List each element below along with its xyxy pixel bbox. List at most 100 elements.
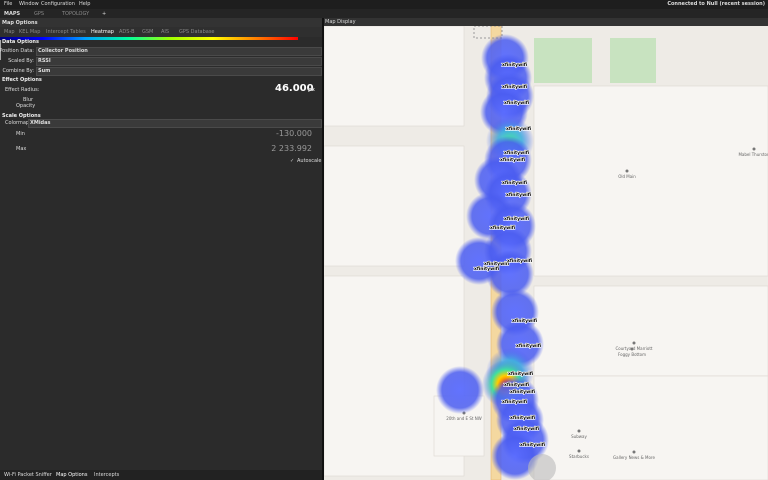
heat-label: xfinitywifi (504, 382, 529, 388)
heat-label: xfinitywifi (502, 399, 527, 405)
heat-label: xfinitywifi (502, 62, 527, 68)
place-label: Subway (571, 434, 587, 439)
heat-label: xfinitywifi (474, 266, 499, 272)
field-label: Blur (23, 97, 34, 103)
heat-label: xfinitywifi (508, 371, 533, 377)
section-title: Scale Options (2, 113, 41, 119)
colorbar-tick (0, 40, 1, 44)
panel-tab[interactable]: Heatmap (91, 29, 114, 35)
autoscale: Autoscale (297, 158, 322, 164)
panel-tab[interactable]: Intercept Tables (46, 29, 86, 35)
menu-item[interactable]: File (4, 1, 13, 7)
field-label: Opacity (16, 103, 36, 109)
dropdown[interactable] (28, 119, 322, 128)
section-title: Data Options (2, 39, 39, 45)
map-title: Map Display (325, 19, 356, 25)
menu-item[interactable]: Help (79, 1, 91, 7)
place-label: Courtyard Marriott (615, 346, 652, 351)
heat-label: xfinitywifi (507, 258, 532, 264)
tab-bar (0, 9, 768, 18)
section-title: Effect Options (2, 77, 42, 83)
heat-label: xfinitywifi (506, 192, 531, 198)
field-label: Effect Radius: (5, 87, 40, 93)
heat-label: xfinitywifi (516, 343, 541, 349)
field-value: Sum (38, 68, 51, 74)
panel-tab[interactable]: Map (4, 29, 15, 35)
map-header (324, 18, 768, 26)
colorbar (0, 37, 298, 40)
panel-tab[interactable]: GSM (142, 29, 154, 35)
panel-header (0, 18, 322, 27)
divider (322, 18, 324, 480)
heat-label: xfinitywifi (502, 180, 527, 186)
colorbar-tick (0, 52, 1, 56)
place-dot (632, 450, 636, 454)
max-value: 2 233.992 (271, 144, 312, 153)
place-dot (752, 147, 756, 151)
dropdown[interactable] (36, 57, 322, 66)
heat-label: xfinitywifi (520, 442, 545, 448)
top-tab[interactable]: MAPS (4, 11, 21, 17)
panel-tabs (0, 27, 322, 37)
bottom-tab[interactable]: Wi-Fi Packet Sniffer (4, 472, 52, 478)
place-label: Mabel Thurston (738, 152, 768, 157)
panel-tab[interactable]: ADS-B (119, 29, 135, 35)
heat-label: xfinitywifi (504, 150, 529, 156)
place-label: Old Main (618, 174, 636, 179)
place-dot (577, 449, 581, 453)
place-dot (630, 347, 634, 351)
radius-unit: px (308, 87, 315, 93)
panel-title: Map Options (2, 20, 38, 26)
field-label: Colormap (5, 120, 30, 126)
place-dot (625, 169, 629, 173)
heat-label: xfinitywifi (504, 216, 529, 222)
colorbar-tick (0, 44, 1, 48)
colorbar-tick (0, 56, 1, 60)
heat-blob (436, 366, 484, 414)
heat-label: xfinitywifi (490, 225, 515, 231)
place-label: Starbucks (569, 454, 589, 459)
bottom-tab[interactable]: Intercepts (94, 472, 120, 478)
place-label: 20th and E St NW (446, 416, 481, 421)
min-value: -130.000 (276, 129, 312, 138)
heat-blob (491, 432, 539, 480)
park (534, 38, 592, 83)
panel-tab[interactable]: GPS Database (179, 29, 215, 35)
heat-label: xfinitywifi (514, 426, 539, 432)
heat-label: xfinitywifi (512, 318, 537, 324)
heat-label: xfinitywifi (506, 126, 531, 132)
heat-label: xfinitywifi (502, 84, 527, 90)
menu-bar (0, 0, 768, 9)
field-value: XMidas (30, 120, 51, 126)
field-value: RSSI (38, 58, 51, 64)
menu-item[interactable]: Window (19, 1, 39, 7)
heat-label: xfinitywifi (510, 415, 535, 421)
add-tab[interactable]: + (102, 11, 107, 17)
place-dot (632, 341, 636, 345)
top-tab[interactable]: GPS (34, 11, 45, 17)
place-label: Gallery News & More (613, 455, 655, 460)
dropdown[interactable] (36, 47, 322, 56)
marker (473, 26, 503, 39)
field-label: Max (16, 146, 27, 152)
place-label: Foggy Bottom (618, 352, 646, 357)
colorbar-tick (0, 48, 1, 52)
map: Old Main Mabel Thurston Courtyard Marriott… (324, 26, 768, 480)
panel-tab[interactable]: AIS (161, 29, 170, 35)
bottom-bar (0, 470, 322, 480)
top-tab[interactable]: TOPOLOGY (62, 11, 90, 17)
place-dot (577, 429, 581, 433)
panel-tab[interactable]: KEL Map (19, 29, 41, 35)
bottom-tab[interactable]: Map Options (56, 472, 88, 478)
heat-label: xfinitywifi (504, 100, 529, 106)
checkbox: ✓ (290, 158, 295, 164)
heat-blob (486, 250, 534, 298)
buildings (324, 26, 768, 480)
dropdown[interactable] (36, 67, 322, 76)
field-label: Scaled By: (8, 58, 34, 64)
park (610, 38, 656, 83)
grey-blob (528, 454, 556, 480)
menu-item[interactable]: Configuration (41, 1, 75, 7)
radius-value: 46.000 (275, 83, 314, 94)
